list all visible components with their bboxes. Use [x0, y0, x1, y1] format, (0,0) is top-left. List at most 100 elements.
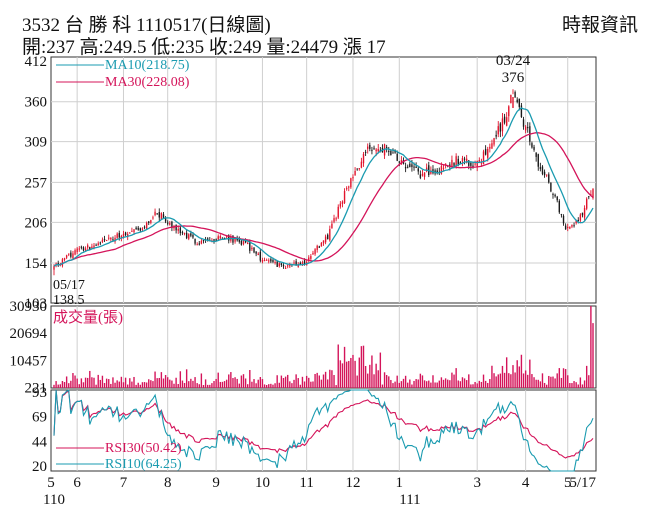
volume-bar: [569, 383, 571, 388]
volume-bar: [257, 379, 259, 388]
candle-body: [244, 240, 247, 243]
volume-bar: [524, 370, 527, 388]
volume-bar: [274, 383, 276, 388]
volume-bar: [133, 376, 135, 388]
candle-body: [360, 161, 363, 168]
volume-bar: [232, 378, 234, 388]
volume-bar: [505, 357, 508, 388]
volume-bar: [158, 377, 160, 388]
volume-bar: [141, 382, 144, 388]
volume-bar: [303, 381, 306, 388]
volume-bar: [434, 382, 436, 388]
volume-bar: [185, 369, 188, 388]
volume-bar: [474, 381, 476, 388]
volume-bar: [213, 381, 215, 388]
volume-bar: [461, 377, 464, 388]
candle-body: [501, 118, 504, 132]
volume-bar: [116, 380, 118, 388]
candle-body: [468, 160, 470, 166]
volume-bar: [68, 383, 70, 388]
volume-bar: [219, 381, 222, 388]
volume-bar: [554, 378, 556, 388]
volume-bar: [101, 375, 104, 388]
volume-bar: [150, 380, 152, 388]
candle-body: [484, 149, 487, 155]
volume-bar: [74, 375, 76, 388]
candle-body: [68, 253, 70, 255]
candle-body: [377, 148, 379, 152]
volume-bar: [240, 375, 243, 388]
volume-bar: [501, 365, 504, 388]
candle-body: [287, 265, 289, 267]
candle-body: [520, 105, 523, 118]
candle-body: [449, 164, 451, 167]
volume-bar: [192, 380, 194, 388]
volume-bar: [430, 382, 432, 388]
volume-bar: [348, 360, 350, 388]
candle-body: [541, 166, 544, 174]
candle-body: [175, 224, 177, 231]
candle-body: [337, 206, 339, 218]
volume-bar: [533, 377, 535, 388]
volume-bar: [411, 384, 413, 388]
volume-bar: [118, 381, 120, 388]
candle-body: [480, 162, 483, 164]
candle-body: [299, 262, 302, 265]
volume-bar: [335, 385, 337, 388]
low-value-label: 138.5: [53, 293, 85, 308]
candle-body: [581, 212, 584, 216]
x-month-label: 5: [564, 475, 572, 491]
rsi-tick-label: 44: [32, 435, 48, 451]
candle-body: [164, 218, 167, 222]
volume-bar: [476, 383, 478, 388]
volume-bar: [577, 384, 579, 388]
volume-bar: [89, 370, 91, 388]
candle-body: [562, 215, 565, 224]
volume-bar: [301, 376, 304, 388]
volume-bar: [95, 384, 97, 388]
volume-bar: [592, 323, 594, 388]
volume-bar: [124, 377, 127, 388]
ma30-legend-label: MA30(228.08): [105, 75, 190, 90]
volume-bar: [388, 376, 390, 388]
candle-body: [327, 234, 329, 240]
volume-bar: [573, 381, 575, 388]
candle-body: [516, 99, 518, 103]
volume-bar: [333, 375, 335, 388]
candle-body: [369, 144, 371, 149]
candle-body: [120, 235, 123, 239]
candle-body: [474, 163, 476, 165]
volume-bar: [137, 382, 139, 388]
candle-body: [539, 167, 542, 169]
volume-bar: [367, 373, 369, 388]
volume-bar: [518, 366, 521, 388]
volume-bar: [57, 384, 59, 388]
price-tick-label: 360: [25, 95, 48, 111]
volume-bar: [440, 377, 443, 388]
candle-body: [228, 235, 230, 241]
candle-body: [152, 217, 154, 219]
volume-tick-label: 20694: [10, 326, 48, 342]
volume-bar: [297, 378, 299, 388]
candle-body: [579, 214, 582, 221]
volume-bar: [152, 381, 154, 388]
candle-body: [118, 233, 120, 238]
candle-body: [135, 227, 137, 230]
volume-bar: [63, 382, 66, 388]
volume-bar: [259, 377, 262, 388]
volume-bar: [371, 355, 373, 388]
volume-bar: [562, 368, 565, 388]
volume-bar: [112, 377, 114, 388]
volume-bar: [390, 379, 392, 388]
candle-body: [345, 188, 348, 190]
candle-body: [225, 236, 228, 238]
volume-bar: [139, 384, 142, 388]
candle-body: [419, 174, 422, 178]
candle-body: [74, 250, 76, 255]
volume-bar: [514, 372, 516, 388]
candle-body: [470, 162, 472, 166]
candle-body: [200, 240, 203, 244]
candle-body: [93, 245, 95, 249]
volume-bar: [272, 384, 274, 388]
candle-body: [131, 230, 133, 232]
